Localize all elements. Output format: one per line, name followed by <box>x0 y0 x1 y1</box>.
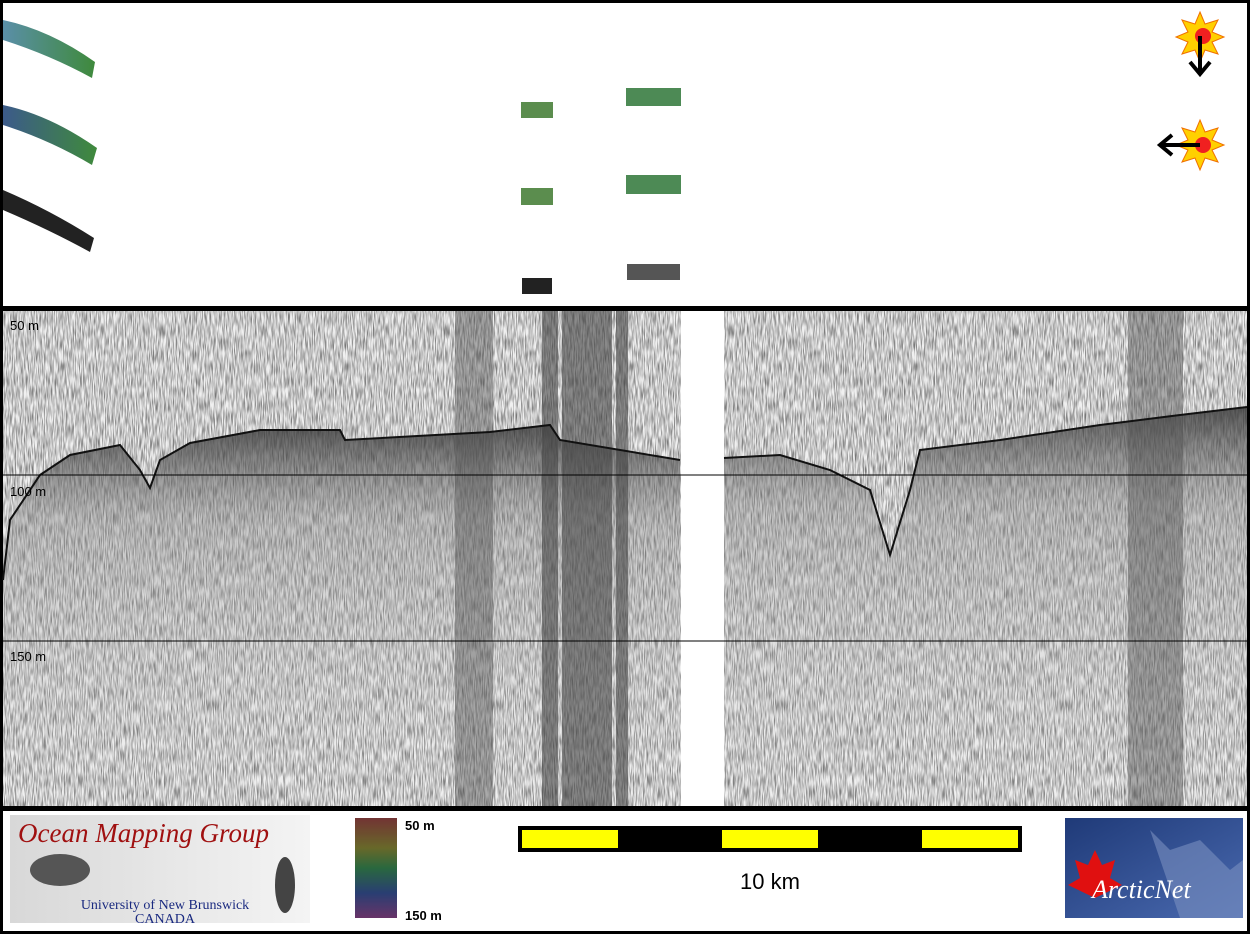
logo-text: CANADA <box>135 912 196 927</box>
logo-text: University of New Brunswick <box>81 898 249 913</box>
scale-bar: 10 km <box>518 826 1022 894</box>
omg-logo: Ocean Mapping Group University of New Br… <box>10 815 310 927</box>
swath <box>626 88 681 106</box>
profile-panel: 50 m 100 m 150 m <box>2 311 1248 806</box>
sun-icon <box>1174 10 1226 78</box>
arcticnet-logo: ArcticNet <box>1065 818 1243 918</box>
swath <box>522 278 552 294</box>
logo-text: ArcticNet <box>1090 875 1191 904</box>
swath <box>627 264 680 280</box>
swath <box>3 20 95 78</box>
colorbar-shade <box>355 818 397 918</box>
swath <box>3 190 94 252</box>
swath <box>521 102 553 118</box>
colorbar <box>355 818 397 918</box>
scale-label: 10 km <box>740 869 800 894</box>
sun-icon <box>1156 118 1226 172</box>
depth-label: 50 m <box>10 318 39 333</box>
swath <box>3 105 97 165</box>
colorbar-label: 150 m <box>405 908 442 923</box>
depth-label: 150 m <box>10 649 46 664</box>
logo-title: Ocean Mapping Group <box>18 818 269 848</box>
map-panel <box>3 3 1247 306</box>
swath <box>626 175 681 194</box>
colorbar-label: 50 m <box>405 818 435 833</box>
depth-label: 100 m <box>10 484 46 499</box>
swath <box>521 188 553 205</box>
